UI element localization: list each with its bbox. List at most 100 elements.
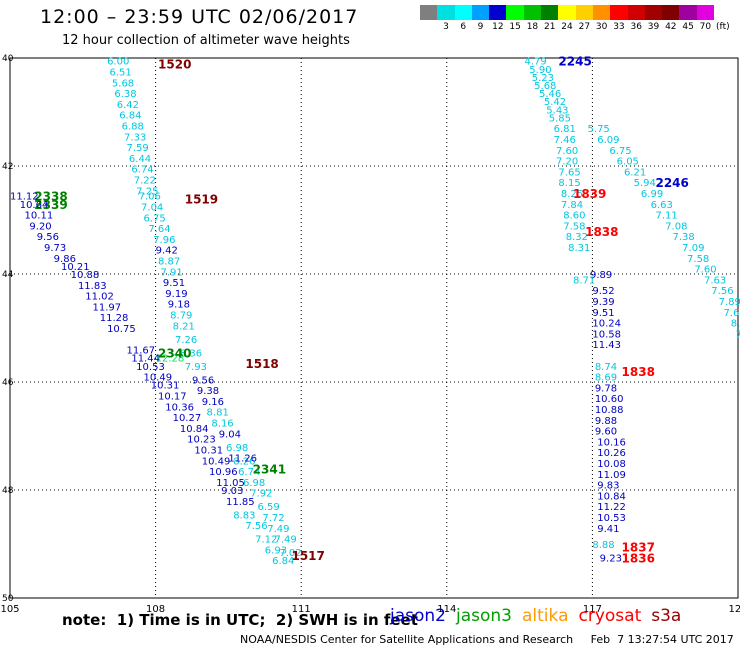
wave-height-value: 7.96	[153, 235, 175, 246]
x-tick-label: 111	[292, 604, 311, 615]
wave-height-value: 6.42	[117, 100, 139, 111]
wave-height-value: 9.60	[595, 427, 617, 438]
pass-time-label: 2340	[158, 346, 191, 360]
wave-height-value: 7.22	[134, 176, 156, 187]
wave-height-value: 8.83	[233, 510, 255, 521]
pass-time-label: 2339	[34, 198, 67, 212]
pass-time-label: 2245	[558, 55, 591, 69]
wave-height-value: 11.28	[100, 313, 129, 324]
y-tick-label: 40	[2, 54, 14, 64]
scale-swatch-color	[541, 5, 559, 20]
scale-swatch-color	[627, 5, 645, 20]
scale-swatch-label: 70	[699, 22, 712, 32]
wave-height-value: 6.81	[554, 124, 576, 135]
wave-height-value: 5.43	[546, 105, 568, 116]
scale-swatch-color	[437, 5, 455, 20]
scale-swatch: 24	[558, 5, 576, 32]
pass-time-label: 1518	[245, 357, 278, 371]
scale-swatch: 21	[541, 5, 559, 32]
wave-height-value: 9.51	[163, 278, 185, 289]
wave-height-value: 7.56	[245, 521, 267, 532]
y-tick-label: 44	[2, 270, 14, 280]
wave-height-value: 7.12	[255, 535, 277, 546]
wave-height-value: 8.25	[561, 189, 583, 200]
wave-height-value: 7.92	[250, 489, 272, 500]
wave-height-value: 11.05	[216, 478, 245, 489]
wave-height-value: 8.74	[595, 362, 617, 373]
wave-height-value: 7.62	[723, 308, 740, 319]
wave-height-value: 9.56	[192, 375, 214, 386]
wave-height-value: 9.23	[600, 554, 622, 565]
chart-title: 12:00 – 23:59 UTC 02/06/2017	[40, 6, 359, 28]
scale-swatch: 70	[696, 5, 715, 32]
pass-time-label: 1838	[622, 365, 655, 379]
wave-height-value: 10.84	[180, 424, 209, 435]
scale-swatch-color	[454, 5, 472, 20]
scale-swatch-label: 21	[544, 22, 556, 32]
wave-height-value: 6.84	[119, 111, 141, 122]
wave-height-value: 7.04	[141, 203, 163, 214]
scale-swatch-label: 27	[578, 22, 591, 32]
wave-height-value: 7.49	[267, 524, 289, 535]
scale-swatch-label: 9	[477, 22, 484, 32]
wave-height-value: 5.42	[544, 97, 566, 108]
satellite-legend-jason2: jason2	[390, 606, 446, 626]
wave-height-value: 10.31	[151, 381, 180, 392]
scale-swatch-label: 3	[443, 22, 449, 32]
satellite-legend-jason3: jason3	[456, 606, 512, 626]
wave-height-value: 10.26	[597, 448, 626, 459]
scale-swatch-color	[420, 5, 438, 20]
scale-swatch-label: 18	[526, 22, 539, 32]
wave-height-value: 10.16	[597, 437, 626, 448]
wave-height-value: 9.39	[592, 297, 614, 308]
pass-time-label: 2338	[34, 190, 67, 204]
scale-swatch-label: 39	[647, 22, 660, 32]
credit-line: NOAA/NESDIS Center for Satellite Applica…	[240, 633, 734, 646]
wave-height-value: 9.78	[595, 383, 617, 394]
wave-height-value: 8.69	[595, 373, 617, 384]
wave-height-value: 10.49	[202, 456, 231, 467]
wave-height-value: 7.58	[563, 221, 585, 232]
wave-height-value: 5.46	[539, 89, 561, 100]
wave-height-value: 7.72	[262, 513, 284, 524]
wave-height-value: 6.75	[143, 213, 165, 224]
wave-height-value: 9.73	[44, 243, 66, 254]
scale-swatch-color	[575, 5, 593, 20]
wave-height-value: 7.02	[279, 548, 301, 559]
wave-height-value: 7.49	[275, 535, 297, 546]
wave-height-value: 6.98	[243, 478, 265, 489]
wave-height-value: 7.89	[719, 297, 740, 308]
scale-swatch-color	[471, 5, 490, 20]
wave-height-value: 5.68	[534, 81, 556, 92]
wave-height-value: 7.60	[556, 146, 578, 157]
wave-height-value: 8.87	[158, 257, 180, 268]
wave-height-value: 6.00	[107, 57, 129, 68]
y-tick-label: 42	[2, 162, 13, 172]
scale-swatch-color	[610, 5, 628, 20]
scale-swatch: 33	[610, 5, 628, 32]
wave-height-value: 10.31	[194, 446, 223, 457]
wave-height-value: 8.60	[563, 211, 585, 222]
wave-height-value: 9.86	[54, 254, 76, 265]
wave-height-value: 6.44	[129, 154, 151, 165]
wave-height-value: 11.97	[93, 302, 122, 313]
wave-height-value: 11.12	[10, 192, 39, 203]
wave-height-value: 9.89	[590, 270, 612, 281]
wave-height-value: 9.42	[156, 246, 178, 257]
wave-height-value: 10.53	[597, 513, 626, 524]
scale-swatch: 3	[437, 5, 455, 32]
wave-height-value: 6.21	[624, 167, 646, 178]
satellite-legend-altika: altika	[522, 606, 569, 626]
pass-time-label: 1839	[573, 187, 606, 201]
x-tick-label: 120	[728, 604, 740, 615]
wave-height-value: 8.71	[573, 275, 595, 286]
wave-height-value: 6.99	[641, 189, 663, 200]
wave-height-value: 10.17	[158, 392, 187, 403]
wave-height-value: 8.31	[568, 243, 590, 254]
scale-swatch: 9	[471, 5, 490, 32]
wave-height-value: 7.20	[556, 157, 578, 168]
wave-height-value: 8.26	[233, 456, 255, 467]
scale-swatch-color	[696, 5, 715, 20]
x-tick-label: 117	[583, 604, 602, 615]
wave-height-value: 5.68	[112, 78, 134, 89]
